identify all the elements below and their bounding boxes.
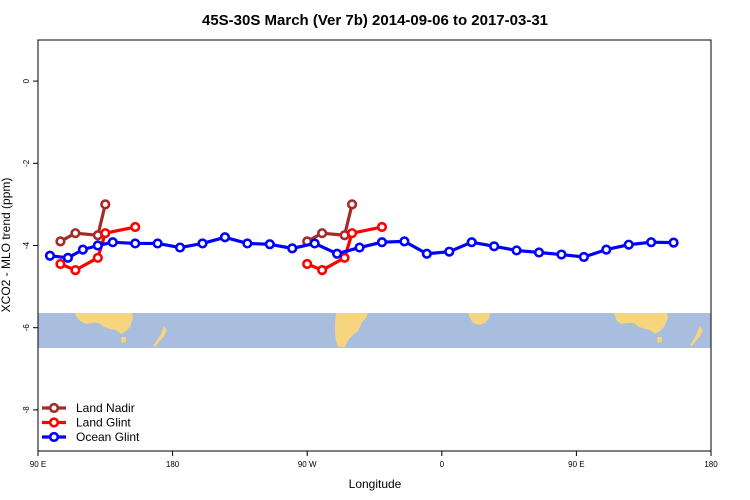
y-tick-label: -4	[22, 241, 31, 249]
series-land-nadir	[55, 199, 358, 247]
series-layer	[44, 199, 679, 276]
data-point-ocean-glint	[466, 237, 477, 248]
chart-title: 45S-30S March (Ver 7b) 2014-09-06 to 201…	[202, 12, 548, 29]
data-point-land-glint	[376, 221, 388, 233]
data-point-ocean-glint	[152, 238, 163, 249]
data-point-land-glint	[130, 221, 141, 233]
data-point-ocean-glint	[421, 248, 432, 259]
y-tick-label: 0	[22, 78, 31, 83]
data-point-ocean-glint	[354, 242, 365, 253]
data-point-land-nadir	[55, 236, 66, 247]
data-point-ocean-glint	[489, 241, 500, 252]
y-axis-label: XCO2 - MLO trend (ppm)	[0, 178, 13, 313]
x-tick-label: 90 E	[30, 460, 46, 469]
x-tick-label: 180	[704, 460, 718, 469]
data-point-ocean-glint	[174, 242, 186, 253]
data-point-land-glint	[339, 252, 350, 263]
data-point-ocean-glint	[107, 237, 118, 248]
data-point-land-glint	[317, 265, 328, 276]
map-ocean	[38, 313, 711, 348]
data-point-ocean-glint	[44, 250, 56, 261]
data-point-land-nadir	[70, 228, 81, 239]
data-point-land-nadir	[346, 199, 358, 210]
data-point-ocean-glint	[287, 243, 298, 254]
data-point-ocean-glint	[444, 246, 455, 257]
series-line-land-nadir	[59, 204, 107, 243]
data-point-ocean-glint	[646, 237, 657, 248]
data-point-ocean-glint	[219, 232, 231, 243]
data-point-ocean-glint	[511, 245, 522, 256]
data-point-ocean-glint	[332, 248, 343, 259]
land-newzealand-left	[153, 326, 167, 347]
data-point-ocean-glint	[264, 239, 275, 250]
data-point-ocean-glint	[77, 244, 88, 255]
data-point-ocean-glint	[533, 247, 545, 258]
legend-label-land-glint: Land Glint	[76, 416, 131, 430]
data-point-ocean-glint	[556, 249, 567, 260]
data-point-land-glint	[346, 228, 358, 239]
series-line-land-nadir	[306, 204, 354, 243]
data-point-ocean-glint	[376, 237, 388, 248]
y-tick-label: -2	[22, 159, 31, 167]
series-land-glint	[55, 221, 388, 276]
data-point-ocean-glint	[623, 239, 634, 250]
y-tick-label: -8	[22, 406, 31, 414]
y-tick-label: -6	[22, 324, 31, 332]
map-band	[38, 313, 711, 348]
land-australia-left	[75, 313, 133, 334]
legend-label-ocean-glint: Ocean Glint	[76, 430, 140, 444]
x-tick-label: 90 E	[568, 460, 584, 469]
data-point-ocean-glint	[197, 238, 208, 249]
data-point-land-glint	[70, 265, 81, 276]
data-point-ocean-glint	[309, 238, 320, 249]
legend-marker-land-glint	[48, 417, 60, 428]
data-point-ocean-glint	[242, 238, 253, 249]
legend-marker-ocean-glint	[48, 431, 60, 443]
land-australia-right	[614, 313, 668, 334]
map-land	[75, 313, 703, 347]
data-point-land-nadir	[100, 199, 111, 210]
data-point-ocean-glint	[578, 251, 589, 263]
data-point-ocean-glint	[62, 252, 74, 263]
x-tick-label: 90 W	[298, 460, 317, 469]
land-tasmania-right	[657, 337, 662, 343]
data-point-ocean-glint	[130, 238, 141, 249]
x-tick-label: 180	[166, 460, 180, 469]
x-axis-label: Longitude	[349, 477, 402, 491]
data-point-ocean-glint	[668, 237, 679, 248]
land-southamerica	[335, 313, 368, 347]
data-point-land-nadir	[317, 228, 328, 239]
land-southafrica	[468, 313, 490, 325]
data-point-ocean-glint	[92, 240, 103, 251]
legend-label-land-nadir: Land Nadir	[76, 401, 135, 415]
land-newzealand-right	[690, 326, 703, 346]
data-point-ocean-glint	[399, 236, 410, 247]
land-tasmania-left	[121, 337, 126, 343]
x-tick-label: 0	[440, 460, 445, 469]
y-axis: 0 -2 -4 -6 -8	[22, 78, 38, 413]
data-point-land-glint	[100, 228, 111, 239]
data-point-land-glint	[302, 258, 313, 270]
x-axis: 90 E 180 90 W 0 90 E 180	[30, 451, 718, 469]
data-point-land-glint	[55, 258, 66, 270]
data-point-ocean-glint	[601, 244, 612, 255]
series-ocean-glint	[44, 232, 679, 263]
data-point-land-glint	[92, 252, 103, 263]
legend-marker-land-nadir	[48, 402, 60, 414]
